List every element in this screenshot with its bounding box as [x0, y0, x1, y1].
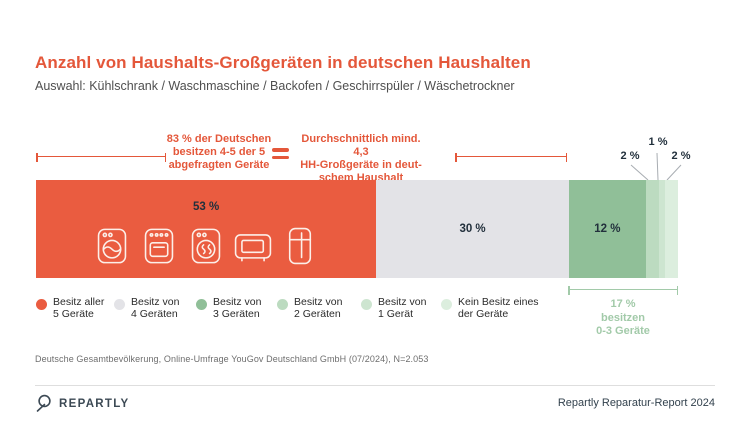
legend-label: Besitz von 2 Geräten	[294, 296, 343, 320]
segment-label-12-percent: 12 %	[594, 223, 621, 235]
bar-segment-kein-besitz	[665, 180, 678, 278]
legend-item-1-geraet: Besitz von 1 Gerät	[361, 296, 426, 320]
legend-item-5-geraete: Besitz aller 5 Geräte	[36, 296, 104, 320]
legend-item-4-geraete: Besitz von 4 Geräten	[114, 296, 179, 320]
callout-line: Durchschnittlich mind. 4,3	[301, 133, 421, 158]
stacked-bar: 53 %	[36, 180, 678, 278]
washing-machine-icon	[97, 228, 127, 264]
legend-dot	[361, 299, 372, 310]
bar-segment-4-geraete: 30 %	[376, 180, 569, 278]
bar-segment-3-geraete: 12 %	[568, 180, 646, 278]
source-note: Deutsche Gesamtbevölkerung, Online-Umfra…	[35, 354, 429, 364]
microwave-icon	[234, 234, 272, 262]
leader-lines	[630, 152, 682, 181]
legend-label: Besitz aller 5 Geräte	[53, 296, 105, 320]
legend-label: Besitz von 3 Geräten	[213, 296, 262, 320]
callout-17-percent: 17 % besitzen 0-3 Geräte	[563, 298, 683, 339]
fridge-icon	[289, 227, 312, 265]
legend-item-2-geraete: Besitz von 2 Geräten	[277, 296, 342, 320]
segment-label-1-percent: 1 %	[648, 136, 668, 148]
repartly-logo-icon	[36, 394, 51, 412]
callout-line: besitzen	[600, 311, 645, 324]
legend-dot	[277, 299, 288, 310]
bar-segment-1-geraet	[658, 180, 666, 278]
footer-divider	[35, 385, 715, 386]
callout-line: besitzen 4-5 der 5	[172, 146, 266, 158]
appliance-icons	[36, 227, 376, 265]
page-title: Anzahl von Haushalts-Großgeräten in deut…	[35, 53, 531, 72]
report-title: Repartly Reparatur-Report 2024	[557, 397, 715, 409]
callout-line: abgefragten Geräte	[168, 159, 270, 171]
callout-line: 17 %	[610, 298, 636, 310]
legend-item-3-geraete: Besitz von 3 Geräten	[196, 296, 261, 320]
legend-item-kein-besitz: Kein Besitz eines der Geräte	[441, 296, 539, 320]
callout-line: HH-Großgeräte in deut-	[300, 159, 422, 171]
bracket-right-average	[455, 152, 567, 162]
page-subtitle: Auswahl: Kühlschrank / Waschmaschine / B…	[35, 79, 515, 93]
segment-label-30-percent: 30 %	[459, 223, 486, 235]
legend-label: Kein Besitz eines der Geräte	[458, 296, 539, 320]
segment-label-2-percent-right: 2 %	[671, 150, 691, 162]
legend-dot	[196, 299, 207, 310]
segment-label-2-percent-left: 2 %	[620, 150, 640, 162]
legend-dot	[441, 299, 452, 310]
segment-label-53-percent: 53 %	[193, 201, 220, 213]
brand-logo: REPARTLY	[35, 394, 129, 413]
legend-label: Besitz von 4 Geräten	[131, 296, 180, 320]
legend-dot	[36, 299, 47, 310]
bar-segment-5-geraete: 53 %	[36, 180, 377, 278]
callout-line: 83 % der Deutschen	[166, 133, 272, 145]
legend-dot	[114, 299, 125, 310]
oven-icon	[144, 228, 174, 264]
brand-name: REPARTLY	[59, 397, 130, 410]
callout-average-4-3: Durchschnittlich mind. 4,3 HH-Großgeräte…	[295, 133, 427, 185]
bracket-green-17-percent	[568, 285, 678, 295]
legend-label: Besitz von 1 Gerät	[378, 296, 427, 320]
dryer-icon	[191, 228, 221, 264]
callout-line: 0-3 Geräte	[596, 325, 650, 337]
bar-segment-2-geraete	[645, 180, 659, 278]
equals-icon	[272, 148, 289, 163]
bracket-left-83-percent	[36, 152, 166, 162]
callout-83-percent: 83 % der Deutschen besitzen 4-5 der 5 ab…	[163, 133, 275, 172]
